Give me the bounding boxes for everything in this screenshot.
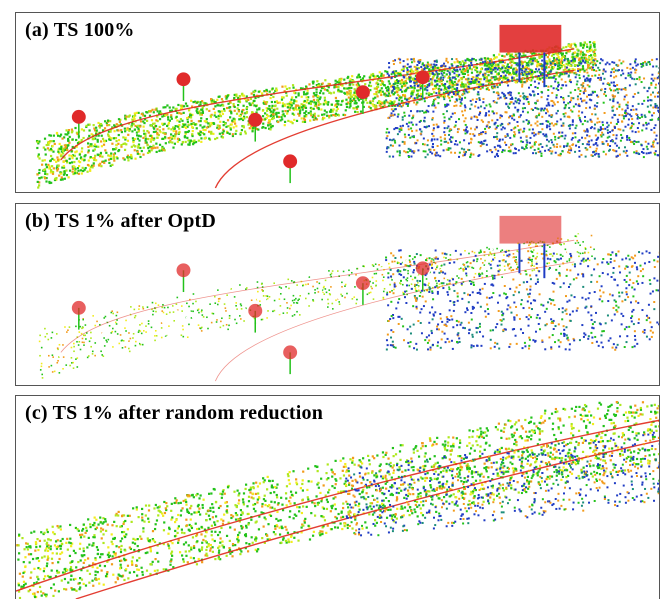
road-surface bbox=[16, 400, 659, 599]
road-sign bbox=[248, 303, 263, 333]
vegetation-cluster bbox=[385, 57, 659, 159]
panel-c-label: (c) TS 1% after random reduction bbox=[25, 402, 324, 424]
road-sign bbox=[71, 300, 86, 330]
point-cloud-b bbox=[37, 215, 659, 382]
road-sign bbox=[176, 72, 191, 102]
vegetation-cluster bbox=[385, 249, 659, 351]
billboard bbox=[499, 24, 562, 88]
road-sign bbox=[71, 109, 86, 139]
panel-a: (a) TS 100% bbox=[15, 12, 660, 193]
road-sign bbox=[176, 263, 191, 293]
point-cloud-c bbox=[16, 400, 659, 599]
vegetation-cluster bbox=[345, 431, 659, 537]
panel-c: (c) TS 1% after random reduction bbox=[15, 395, 660, 599]
lane-lines bbox=[60, 239, 575, 382]
panel-a-label: (a) TS 100% bbox=[25, 19, 135, 41]
lane-lines bbox=[16, 419, 659, 599]
road-sign bbox=[415, 261, 430, 291]
road-surface bbox=[37, 233, 595, 379]
road-surface bbox=[35, 41, 597, 189]
billboard bbox=[499, 215, 562, 279]
road-sign bbox=[355, 85, 370, 114]
road-sign bbox=[283, 154, 298, 184]
road-sign bbox=[415, 70, 430, 100]
panel-b: (b) TS 1% after OptD bbox=[15, 203, 660, 386]
road-sign bbox=[355, 276, 370, 305]
panel-b-label: (b) TS 1% after OptD bbox=[25, 210, 217, 232]
road-sign bbox=[248, 112, 263, 142]
point-cloud-a bbox=[35, 24, 659, 189]
road-sign bbox=[283, 345, 298, 375]
